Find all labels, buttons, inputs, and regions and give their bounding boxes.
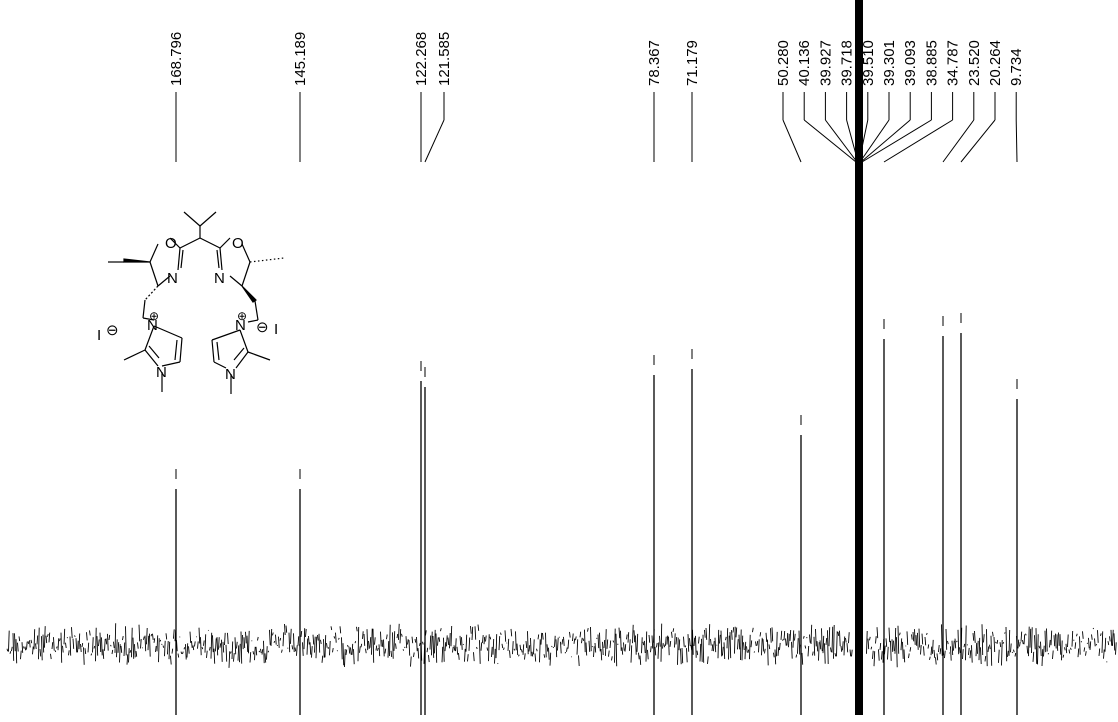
peak-label: 122.268	[413, 32, 430, 86]
peak-label: 9.734	[1008, 48, 1025, 86]
iodide-right: I	[274, 321, 278, 338]
plus-charge-right: ⊕	[237, 309, 247, 323]
peak-label: 50.280	[775, 40, 792, 86]
peak-label: 23.520	[966, 40, 983, 86]
peak-label: 39.927	[817, 40, 834, 86]
peak-label: 78.367	[646, 40, 663, 86]
plus-charge-left: ⊕	[149, 309, 159, 323]
atom-n-left: N	[167, 270, 178, 287]
baseline-noise	[6, 623, 1117, 668]
iodide-left: I	[97, 327, 101, 344]
label-connectors	[175, 92, 1018, 163]
label-leader-angle	[782, 119, 802, 163]
label-leader-angle	[803, 119, 857, 163]
peak-label: 39.093	[902, 40, 919, 86]
peak-label: 39.301	[881, 40, 898, 86]
label-leader-angle	[859, 119, 890, 163]
peak-label: 145.189	[292, 32, 309, 86]
peak-label: 38.885	[923, 40, 940, 86]
label-leader-angle	[846, 119, 859, 163]
atom-n-left-lower: N	[156, 364, 167, 381]
label-leader-angle	[883, 119, 953, 163]
atom-o-left: O	[165, 235, 177, 252]
atom-n-right-lower: N	[225, 366, 236, 383]
chemical-structure	[108, 211, 285, 394]
label-leader-angle	[424, 119, 445, 163]
label-leader-angle	[1015, 119, 1018, 163]
peak-label: 39.510	[860, 40, 877, 86]
label-leader-angle	[825, 119, 858, 163]
noise-trace	[6, 623, 1117, 668]
atom-n-plus-left: N	[147, 317, 158, 334]
atom-o-right: O	[232, 235, 244, 252]
atom-n-plus-right: N	[235, 317, 246, 334]
solvent-peak	[855, 0, 863, 700]
peak-labels: 168.796 145.189 122.268 121.585 78.367 71.179…	[168, 32, 1025, 86]
label-leader-angle	[858, 119, 869, 163]
label-leader-angle	[960, 119, 996, 163]
peak-ticks	[175, 313, 1018, 479]
minus-charge-left: ⊖	[106, 322, 119, 339]
label-leader-angle	[861, 119, 932, 163]
peak-label: 40.136	[796, 40, 813, 86]
peak-lines	[175, 0, 1018, 715]
label-leader-angle	[860, 119, 911, 163]
peak-label: 20.264	[987, 40, 1004, 86]
peak-label: 121.585	[436, 32, 453, 86]
minus-charge-right: ⊖	[256, 319, 269, 336]
peak-label: 168.796	[168, 32, 185, 86]
label-leader-angle	[942, 119, 975, 163]
atom-n-right: N	[214, 270, 225, 287]
peak-label: 34.787	[945, 40, 962, 86]
peak-label: 71.179	[684, 40, 701, 86]
structure-labels: O O N N N ⊕ N ⊕ N N I ⊖ ⊖ I	[97, 235, 278, 383]
peak-label: 39.718	[839, 40, 856, 86]
